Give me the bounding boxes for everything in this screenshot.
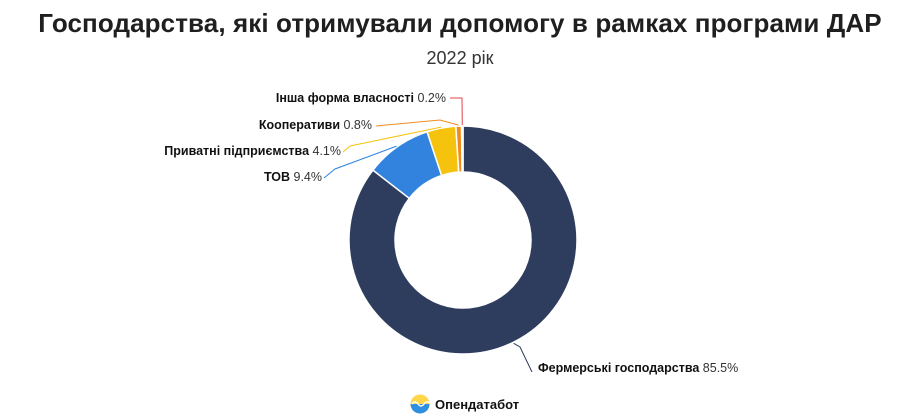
slice-4-leader-line bbox=[450, 97, 463, 126]
brand-name: Опендатабот bbox=[435, 396, 520, 412]
slice-3-label-name: Кооперативи bbox=[259, 118, 340, 132]
slice-0-leader-line bbox=[513, 342, 533, 373]
opendatabot-logo-icon bbox=[410, 394, 430, 414]
slice-2-label-name: Приватні підприємства bbox=[164, 144, 310, 158]
leader-lines bbox=[323, 97, 533, 373]
slice-4-label-value: 0.2% bbox=[414, 91, 446, 105]
slice-4-label-name: Інша форма власності bbox=[276, 91, 414, 105]
slice-2-leader-line bbox=[342, 126, 442, 153]
slice-0-label: Фермерські господарства 85.5% bbox=[538, 361, 738, 375]
slice-2-label-value: 4.1% bbox=[309, 144, 341, 158]
slice-3-leader-line bbox=[375, 119, 459, 127]
slice-1-label-value: 9.4% bbox=[290, 170, 322, 184]
brand: Опендатабот bbox=[410, 394, 519, 414]
slice-0-label-name: Фермерські господарства bbox=[538, 361, 700, 375]
data-labels: Фермерські господарства 85.5% ТОВ 9.4% При… bbox=[164, 91, 738, 375]
slice-3-label: Кооперативи 0.8% bbox=[259, 118, 372, 132]
slice-0-arc[interactable] bbox=[348, 125, 578, 355]
slice-3-label-value: 0.8% bbox=[340, 118, 372, 132]
slice-1-label-name: ТОВ bbox=[264, 170, 290, 184]
slice-1-label: ТОВ 9.4% bbox=[264, 170, 322, 184]
slice-2-label: Приватні підприємства 4.1% bbox=[164, 144, 341, 158]
donut-slices bbox=[348, 125, 578, 355]
chart-subtitle: 2022 рік bbox=[426, 48, 494, 68]
slice-0-label-value: 85.5% bbox=[699, 361, 738, 375]
slice-4-arc[interactable] bbox=[460, 125, 464, 173]
chart-title: Господарства, які отримували допомогу в … bbox=[38, 8, 882, 38]
slice-1-leader-line bbox=[323, 145, 397, 179]
slice-4-label: Інша форма власності 0.2% bbox=[276, 91, 446, 105]
